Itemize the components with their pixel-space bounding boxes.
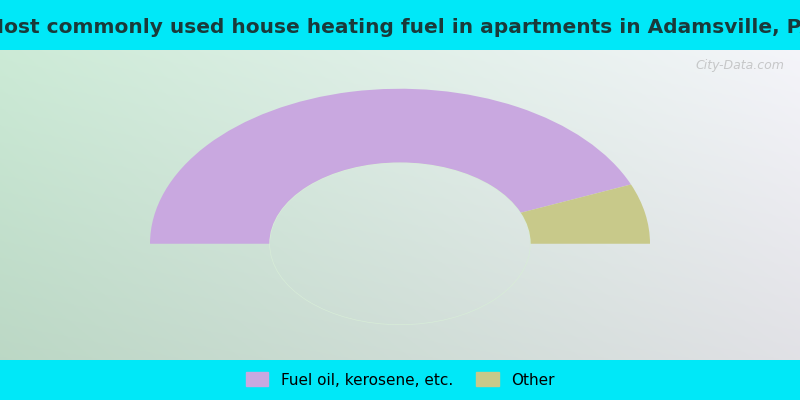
Legend: Fuel oil, kerosene, etc., Other: Fuel oil, kerosene, etc., Other — [246, 372, 554, 388]
Wedge shape — [150, 89, 631, 244]
Text: City-Data.com: City-Data.com — [695, 59, 784, 72]
Wedge shape — [400, 184, 650, 244]
Circle shape — [270, 163, 530, 324]
Text: Most commonly used house heating fuel in apartments in Adamsville, PA: Most commonly used house heating fuel in… — [0, 18, 800, 37]
